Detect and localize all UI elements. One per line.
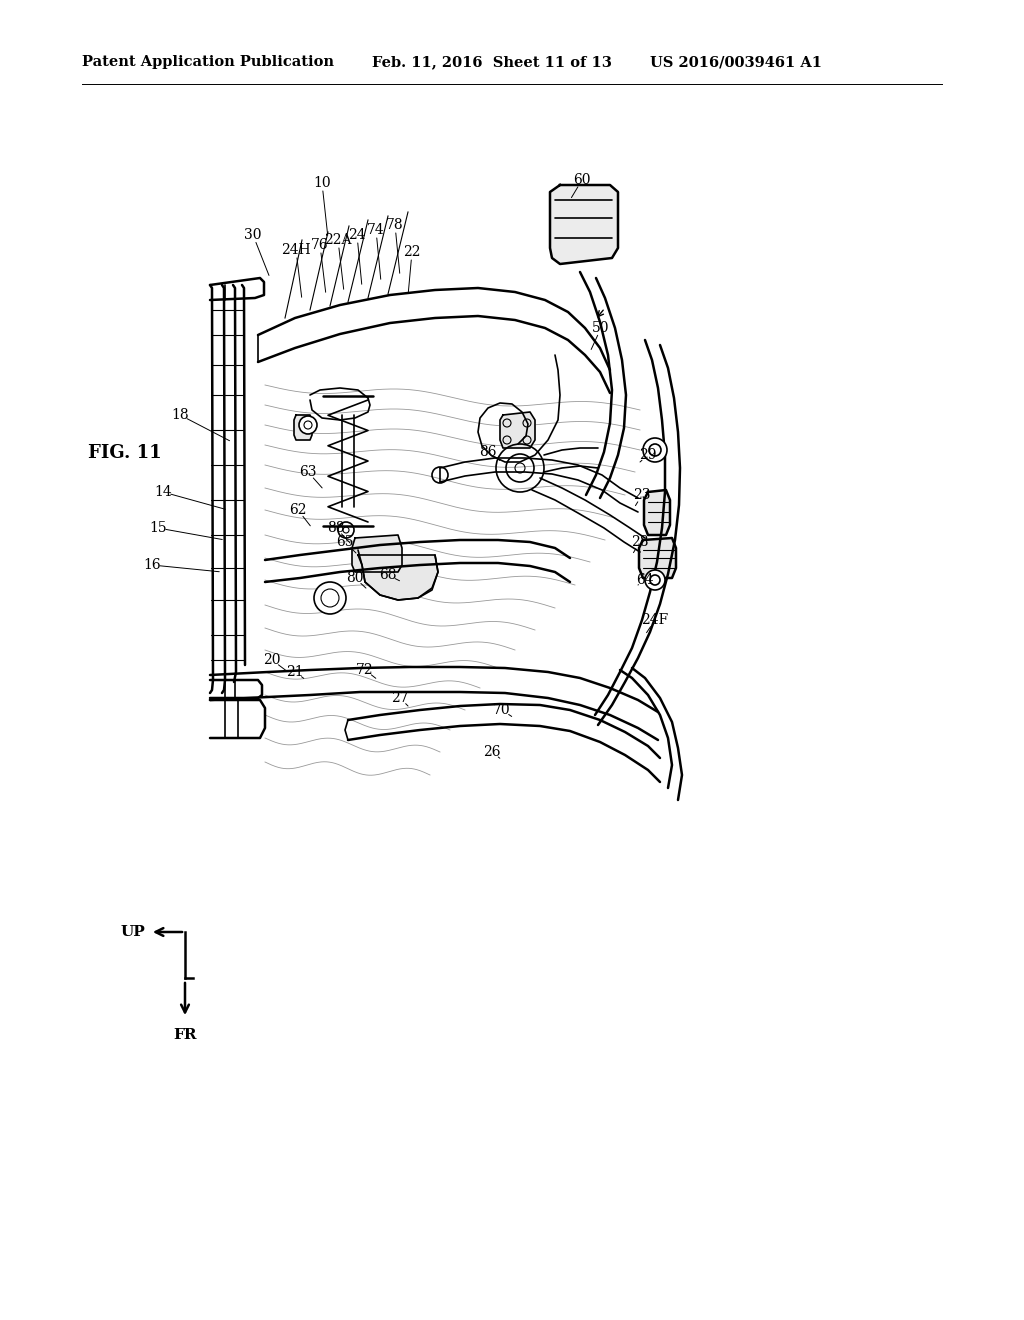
- Text: 68: 68: [379, 568, 396, 582]
- Text: 23: 23: [633, 488, 650, 502]
- Text: 21: 21: [286, 665, 304, 678]
- Text: 88: 88: [328, 521, 345, 535]
- Text: FR: FR: [173, 1028, 197, 1041]
- Polygon shape: [500, 412, 535, 447]
- Text: Feb. 11, 2016  Sheet 11 of 13: Feb. 11, 2016 Sheet 11 of 13: [372, 55, 612, 69]
- Polygon shape: [644, 490, 670, 535]
- Text: Patent Application Publication: Patent Application Publication: [82, 55, 334, 69]
- Text: 64: 64: [636, 573, 653, 587]
- Circle shape: [299, 416, 317, 434]
- Polygon shape: [352, 535, 402, 572]
- Text: 78: 78: [386, 218, 403, 232]
- Polygon shape: [294, 414, 312, 440]
- Text: 22: 22: [403, 246, 421, 259]
- Text: 24: 24: [348, 228, 366, 242]
- Text: FIG. 11: FIG. 11: [88, 444, 162, 462]
- Text: 29: 29: [639, 447, 656, 462]
- Circle shape: [314, 582, 346, 614]
- Text: 20: 20: [263, 653, 281, 667]
- Text: 80: 80: [346, 572, 364, 585]
- Circle shape: [643, 438, 667, 462]
- Polygon shape: [639, 539, 676, 578]
- Text: 30: 30: [245, 228, 262, 242]
- Text: 63: 63: [299, 465, 316, 479]
- Text: 24F: 24F: [641, 612, 669, 627]
- Text: 28: 28: [631, 535, 649, 549]
- Text: 62: 62: [289, 503, 307, 517]
- Text: 24H: 24H: [282, 243, 311, 257]
- Text: US 2016/0039461 A1: US 2016/0039461 A1: [650, 55, 822, 69]
- Text: 60: 60: [573, 173, 591, 187]
- Text: 26: 26: [483, 744, 501, 759]
- Text: 16: 16: [143, 558, 161, 572]
- Polygon shape: [358, 554, 438, 601]
- Text: 86: 86: [479, 445, 497, 459]
- Text: 50: 50: [592, 321, 609, 335]
- Text: 14: 14: [155, 484, 172, 499]
- Text: 72: 72: [356, 663, 374, 677]
- Text: 22A: 22A: [325, 234, 352, 247]
- Text: 76: 76: [311, 238, 329, 252]
- Circle shape: [645, 570, 665, 590]
- Text: 10: 10: [313, 176, 331, 190]
- Text: 27: 27: [391, 690, 409, 705]
- Text: 65: 65: [336, 535, 353, 549]
- Text: UP: UP: [120, 925, 145, 939]
- Text: 15: 15: [150, 521, 167, 535]
- Text: 74: 74: [368, 223, 385, 238]
- Polygon shape: [550, 185, 618, 264]
- Text: 70: 70: [494, 704, 511, 717]
- Text: 18: 18: [171, 408, 188, 422]
